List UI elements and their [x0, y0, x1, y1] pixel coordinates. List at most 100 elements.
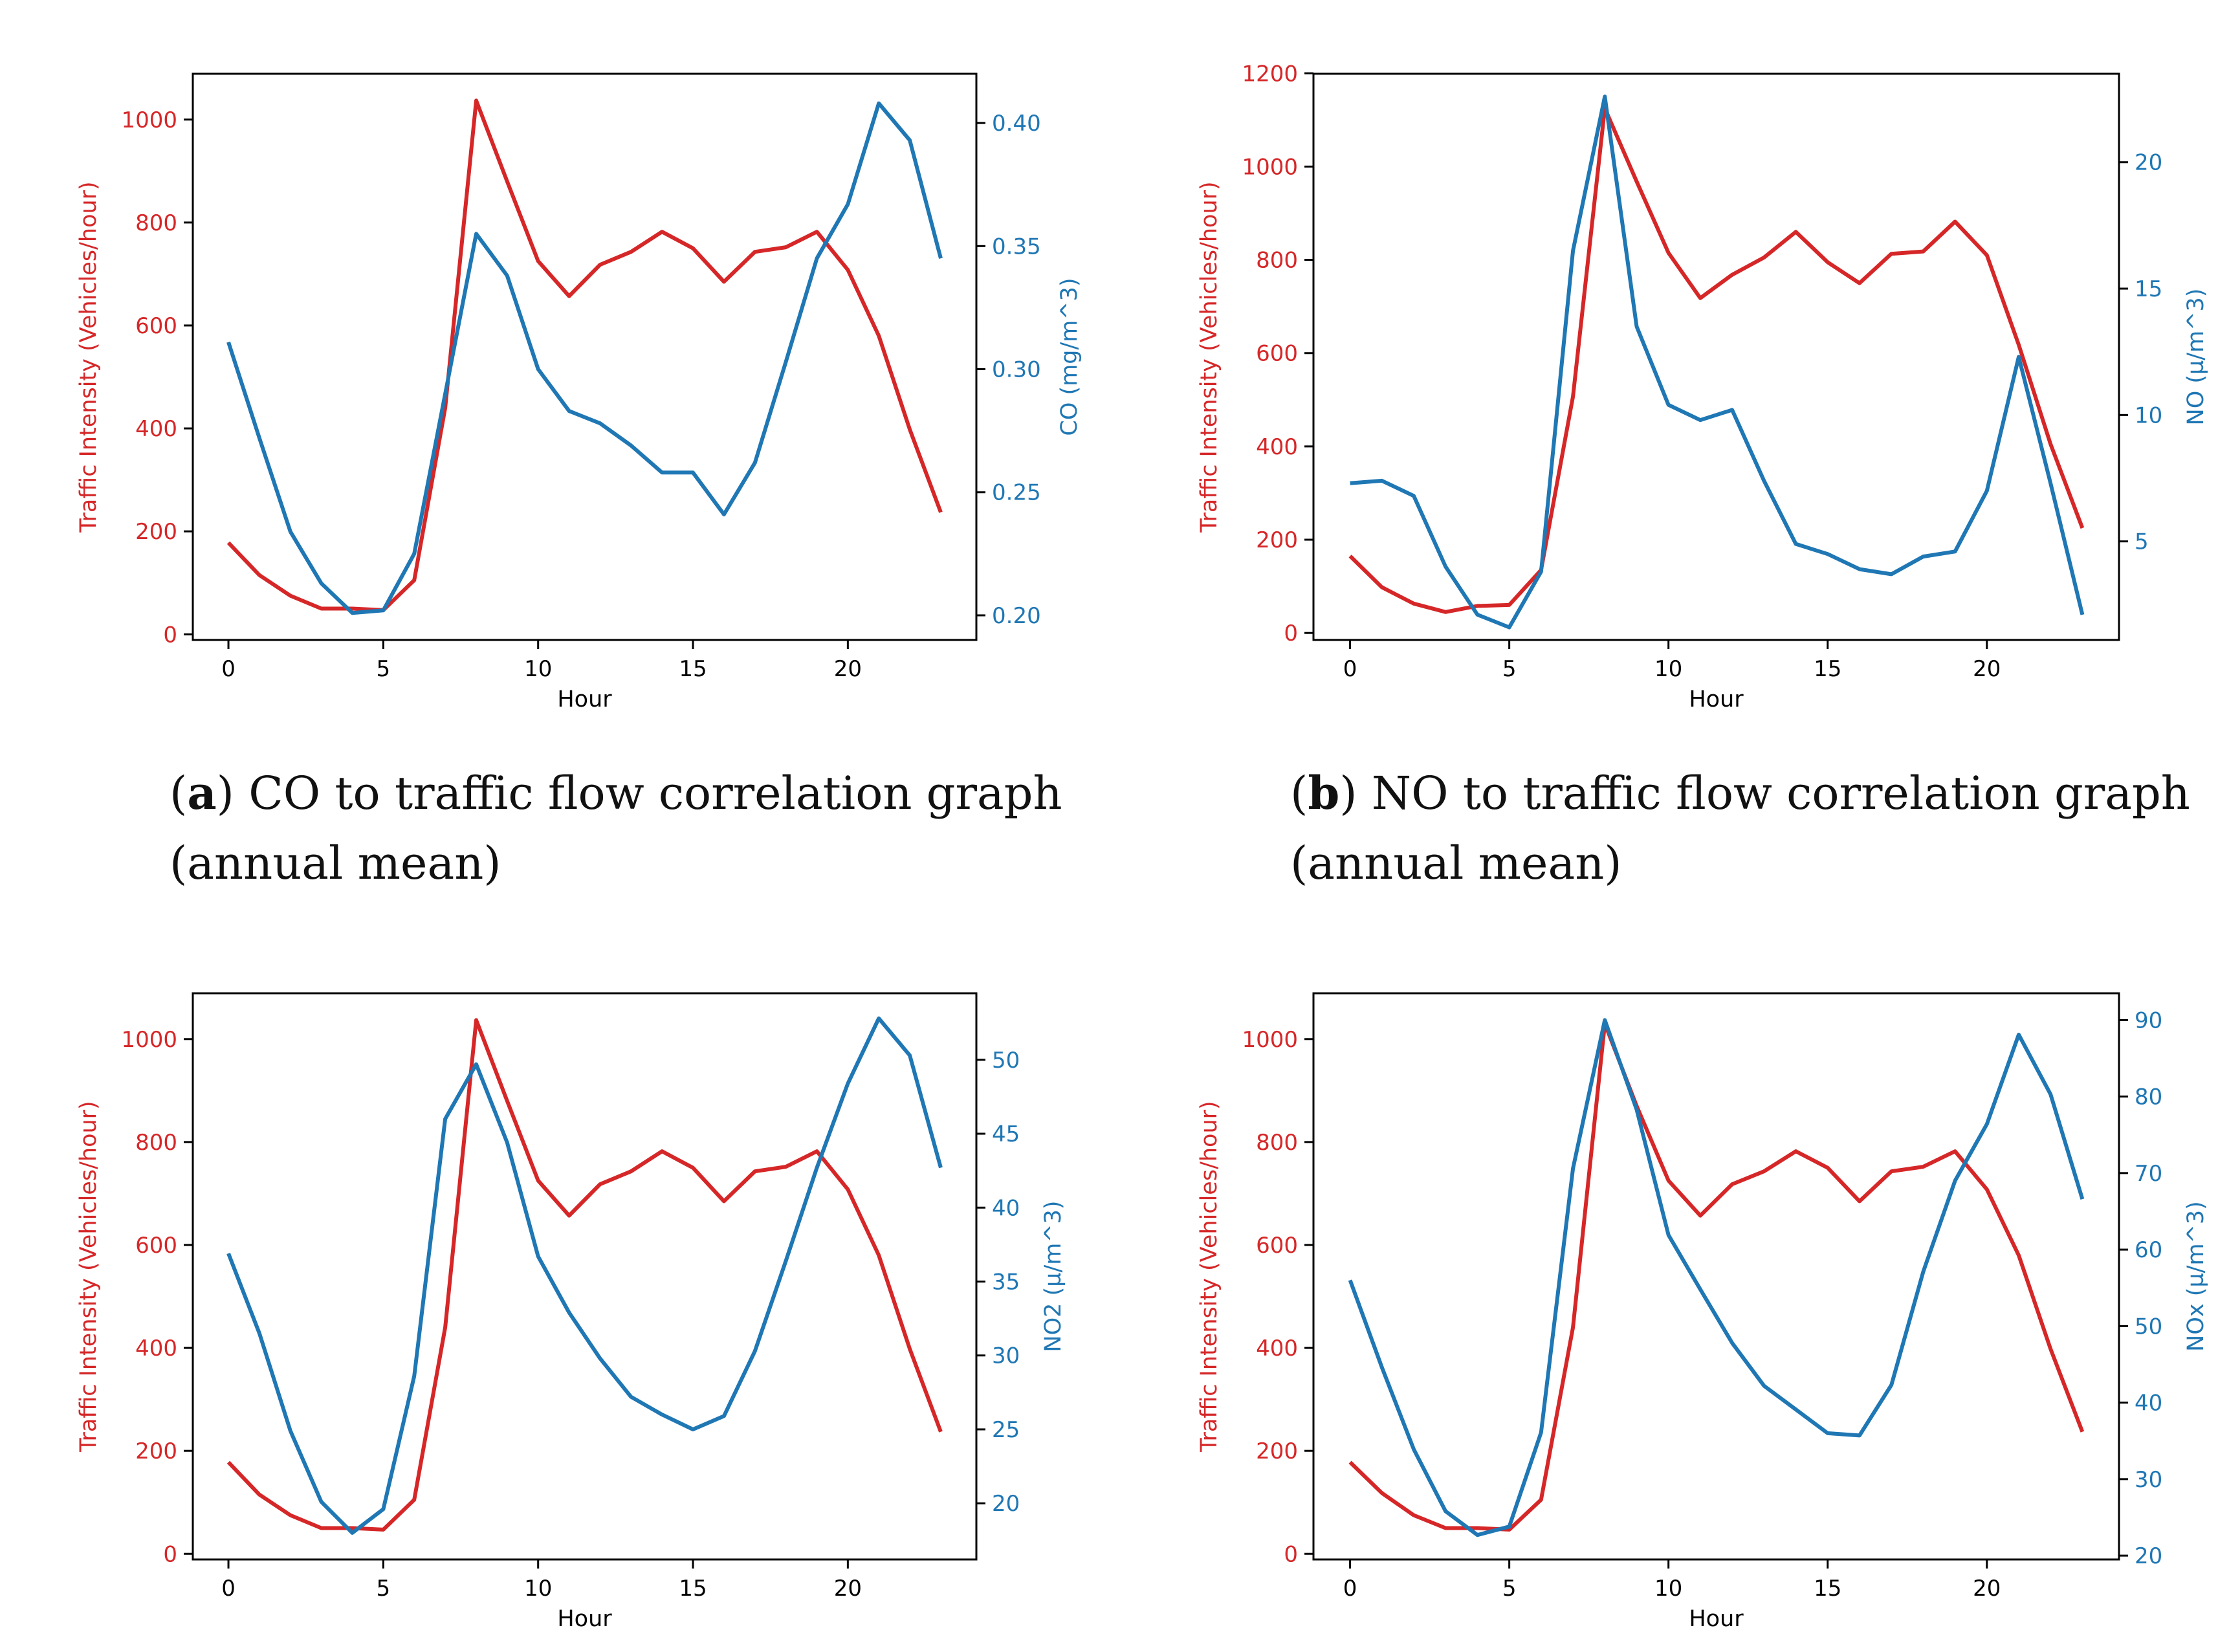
caption-a-line2: (annual mean) [170, 837, 501, 890]
y-right-axis-label: NO2 (µ/m^3) [1040, 1200, 1066, 1352]
y-left-tick-label: 200 [135, 1438, 177, 1464]
series-line-no2 [226, 1016, 943, 1535]
y-right-tick-label: 40 [992, 1195, 1020, 1221]
caption-a-letter: a [187, 766, 216, 820]
y-right-tick-label: 80 [2135, 1085, 2162, 1110]
chart-panel-c: 0 5 10 15 200200400600800100020253035404550H… [76, 992, 1066, 1632]
caption-b-line1: (b) NO to traffic flow correlation graph [1290, 766, 2190, 820]
y-left-tick-label: 400 [135, 1336, 177, 1361]
y-right-tick-label: 90 [2135, 1008, 2162, 1033]
x-tick-label: 5 [377, 656, 391, 682]
y-left-tick-label: 800 [1256, 1130, 1298, 1156]
y-right-tick-label: 50 [2135, 1314, 2162, 1339]
x-axis-label: Hour [1689, 687, 1744, 712]
x-axis-label: Hour [557, 1606, 612, 1632]
y-right-tick-label: 0.20 [992, 603, 1041, 629]
x-axis-label: Hour [557, 687, 612, 712]
x-axis-label: Hour [1689, 1606, 1744, 1632]
y-left-tick-label: 200 [135, 519, 177, 545]
y-left-tick-label: 1200 [1242, 61, 1298, 87]
y-right-tick-label: 30 [2135, 1467, 2162, 1493]
series-line-traffic-intensity [226, 1018, 943, 1532]
x-tick-label: 0 [221, 656, 236, 682]
y-left-axis-label: Traffic Intensity (Vehicles/hour) [76, 1101, 102, 1452]
chart-panel-b: 0 5 10 15 200200400600800100012005101520Hour… [1196, 61, 2209, 712]
x-tick-label: 5 [377, 1576, 391, 1602]
y-right-tick-label: 0.25 [992, 480, 1041, 506]
y-right-axis-label: CO (mg/m^3) [1057, 278, 1082, 435]
y-left-tick-label: 400 [135, 416, 177, 442]
series-line-traffic-intensity [1348, 106, 2085, 614]
x-tick-label: 20 [834, 1576, 862, 1602]
y-right-tick-label: 0.35 [992, 234, 1041, 259]
y-left-tick-label: 1000 [1242, 154, 1298, 180]
plot-frame [1312, 992, 2120, 1561]
x-tick-label: 0 [1343, 656, 1357, 682]
y-left-tick-label: 600 [1256, 341, 1298, 367]
y-left-tick-label: 600 [135, 313, 177, 339]
y-left-tick-label: 1000 [121, 107, 177, 133]
y-left-tick-label: 400 [1256, 1336, 1298, 1361]
y-right-tick-label: 0.30 [992, 357, 1041, 383]
y-left-tick-label: 0 [1284, 1541, 1298, 1567]
y-right-axis-label: NO (µ/m^3) [2183, 289, 2209, 426]
plot-frame [192, 72, 978, 641]
x-tick-label: 15 [1814, 1576, 1841, 1602]
x-tick-label: 5 [1502, 656, 1517, 682]
y-left-tick-label: 1000 [121, 1027, 177, 1053]
caption-b-letter: b [1308, 766, 1339, 820]
y-left-tick-label: 1000 [1242, 1027, 1298, 1053]
x-tick-label: 15 [679, 1576, 707, 1602]
x-tick-label: 10 [1654, 1576, 1682, 1602]
y-left-tick-label: 400 [1256, 434, 1298, 460]
y-left-tick-label: 200 [1256, 527, 1298, 553]
caption-b-text: ) NO to traffic flow correlation graph [1339, 767, 2190, 820]
y-right-tick-label: 50 [992, 1048, 1020, 1074]
caption-a-line1: (a) CO to traffic flow correlation graph [170, 766, 1062, 820]
y-left-tick-label: 0 [163, 1541, 177, 1567]
y-right-tick-label: 25 [992, 1417, 1020, 1443]
y-right-tick-label: 15 [2135, 276, 2162, 302]
y-right-tick-label: 60 [2135, 1237, 2162, 1263]
y-right-tick-label: 45 [992, 1121, 1020, 1147]
y-left-tick-label: 600 [135, 1233, 177, 1259]
chart-panel-a: 0 5 10 15 20020040060080010000.200.250.300.3… [76, 72, 1082, 712]
x-tick-label: 0 [1343, 1576, 1357, 1602]
x-tick-label: 20 [1973, 1576, 2001, 1602]
y-right-tick-label: 0.40 [992, 111, 1041, 137]
y-left-axis-label: Traffic Intensity (Vehicles/hour) [76, 181, 102, 533]
y-right-tick-label: 10 [2135, 402, 2162, 428]
series-line-co [226, 101, 943, 615]
y-left-tick-label: 0 [163, 622, 177, 648]
y-left-axis-label: Traffic Intensity (Vehicles/hour) [1196, 181, 1222, 533]
caption-b-line2: (annual mean) [1290, 837, 1622, 890]
y-right-tick-label: 70 [2135, 1161, 2162, 1187]
x-tick-label: 20 [1973, 656, 2001, 682]
series-line-nox [1348, 1018, 2085, 1537]
y-left-tick-label: 800 [135, 210, 177, 236]
chart-panel-d: 0 5 10 15 2002004006008001000203040506070809… [1196, 992, 2209, 1632]
plot-frame [1312, 72, 2120, 641]
series-line-traffic-intensity [226, 98, 943, 612]
y-left-tick-label: 800 [1256, 248, 1298, 274]
y-right-tick-label: 30 [992, 1343, 1020, 1369]
caption-a-text: ) CO to traffic flow correlation graph [217, 767, 1062, 820]
y-right-axis-label: NOx (µ/m^3) [2183, 1201, 2209, 1352]
x-tick-label: 15 [1814, 656, 1841, 682]
x-tick-label: 0 [221, 1576, 236, 1602]
y-left-tick-label: 800 [135, 1130, 177, 1156]
x-tick-label: 10 [524, 656, 552, 682]
x-tick-label: 10 [524, 1576, 552, 1602]
plot-frame [192, 992, 978, 1561]
y-right-tick-label: 20 [992, 1491, 1020, 1517]
y-left-tick-label: 200 [1256, 1438, 1298, 1464]
y-right-tick-label: 20 [2135, 1543, 2162, 1569]
series-line-traffic-intensity [1348, 1021, 2085, 1532]
x-tick-label: 15 [679, 656, 707, 682]
y-left-axis-label: Traffic Intensity (Vehicles/hour) [1196, 1101, 1222, 1452]
series-line-no [1350, 94, 2085, 630]
y-right-tick-label: 40 [2135, 1391, 2162, 1416]
y-left-tick-label: 0 [1284, 621, 1298, 646]
x-tick-label: 5 [1502, 1576, 1517, 1602]
